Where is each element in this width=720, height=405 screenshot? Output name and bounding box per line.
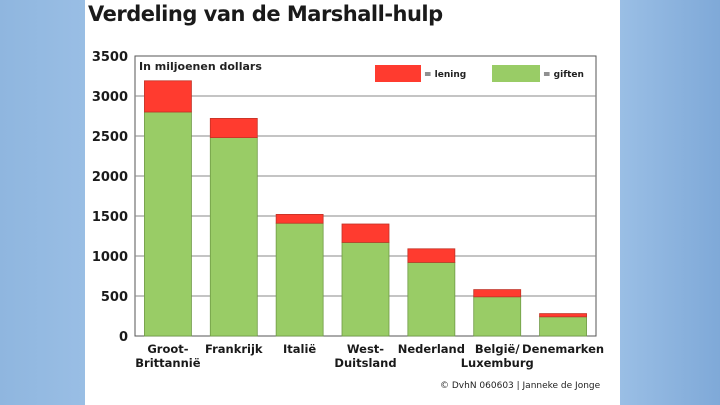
x-tick-label: België/ [475,342,520,356]
y-tick-label: 1500 [92,210,128,225]
bar-lening [144,80,192,113]
bar-lening [539,313,587,318]
bar-giften [341,241,390,337]
unit-label: In miljoenen dollars [139,60,262,73]
bar-lening [209,118,258,139]
bar-giften [144,111,192,337]
y-tick-label: 500 [101,290,128,305]
bar-lening [275,213,324,224]
bar-giften [473,296,522,337]
bar-lening [473,289,522,298]
legend-swatch-lening [375,65,421,82]
x-tick-label: Italië [283,342,316,356]
legend-label-giften: = giften [543,70,584,80]
x-tick-label: Nederland [398,342,465,356]
y-tick-label: 0 [119,330,128,345]
x-tick-label: Groot- [147,342,188,356]
x-tick-label: Frankrijk [205,342,263,356]
credit-line: © DvhN 060603 | Janneke de Jonge [440,381,601,391]
y-tick-label: 2000 [92,170,128,185]
bar-giften [209,137,258,337]
bar-giften [407,261,456,337]
y-tick-label: 1000 [92,250,128,265]
legend-swatch-giften [492,65,540,82]
x-tick-label: Duitsland [334,356,396,370]
y-tick-label: 3000 [92,90,128,105]
x-tick-label: Luxemburg [461,356,534,370]
bar-lening [407,248,456,263]
x-tick-label: Brittannië [135,356,200,370]
legend-label-lening: = lening [424,70,466,80]
chart-title: Verdeling van de Marshall-hulp [88,2,443,26]
bar-giften [539,316,587,337]
bar-lening [341,223,390,243]
y-tick-label: 2500 [92,130,128,145]
x-tick-label: Denemarken [522,342,604,356]
y-tick-label: 3500 [92,50,128,65]
bar-giften [275,222,324,337]
x-tick-label: West- [347,342,384,356]
